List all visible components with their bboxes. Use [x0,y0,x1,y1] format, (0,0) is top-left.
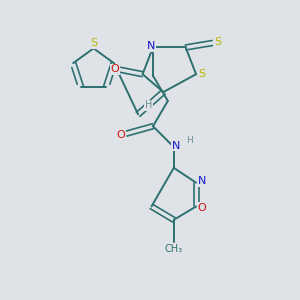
Text: O: O [116,130,125,140]
Text: N: N [198,176,206,186]
Text: CH₃: CH₃ [165,244,183,254]
Text: N: N [147,41,156,51]
Text: H: H [145,100,152,110]
Text: S: S [214,37,221,46]
Text: O: O [198,203,206,213]
Text: N: N [172,140,180,151]
Text: H: H [186,136,193,145]
Text: S: S [91,38,98,48]
Text: O: O [111,64,119,74]
Text: S: S [198,69,205,79]
